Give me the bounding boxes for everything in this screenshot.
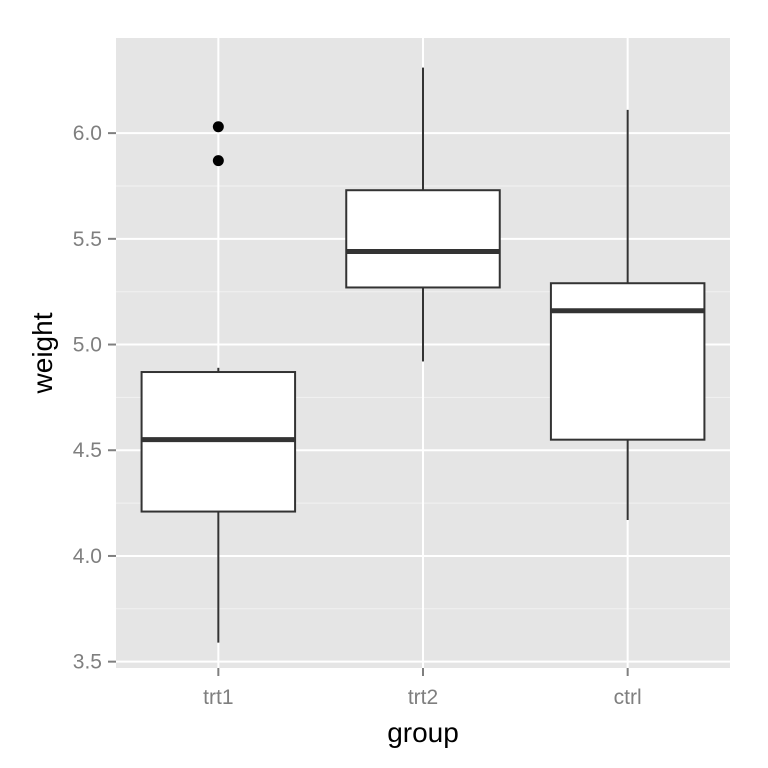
y-tick-label: 5.0 xyxy=(73,334,102,357)
box-ctrl xyxy=(549,109,706,521)
outlier-point xyxy=(212,121,224,133)
x-axis: trt1 trt2 ctrl xyxy=(203,668,642,709)
x-tick-label: trt2 xyxy=(408,686,438,709)
box-trt1 xyxy=(140,121,297,643)
x-tick-label: ctrl xyxy=(614,686,642,709)
y-tick-label: 3.5 xyxy=(73,651,102,674)
x-axis-title: group xyxy=(387,717,459,748)
box-trt2 xyxy=(345,67,501,362)
y-axis: 3.5 4.0 4.5 5.0 5.5 6.0 xyxy=(73,122,116,674)
boxes xyxy=(140,67,706,643)
x-tick-label: trt1 xyxy=(203,686,233,709)
y-axis-title: weight xyxy=(27,312,58,394)
y-tick-label: 5.5 xyxy=(73,228,102,251)
box-iqr xyxy=(345,189,501,289)
y-tick-label: 4.0 xyxy=(73,545,102,568)
y-tick-label: 4.5 xyxy=(73,439,102,462)
outlier-point xyxy=(212,155,224,167)
y-tick-label: 6.0 xyxy=(73,122,102,145)
box-iqr xyxy=(549,282,706,441)
